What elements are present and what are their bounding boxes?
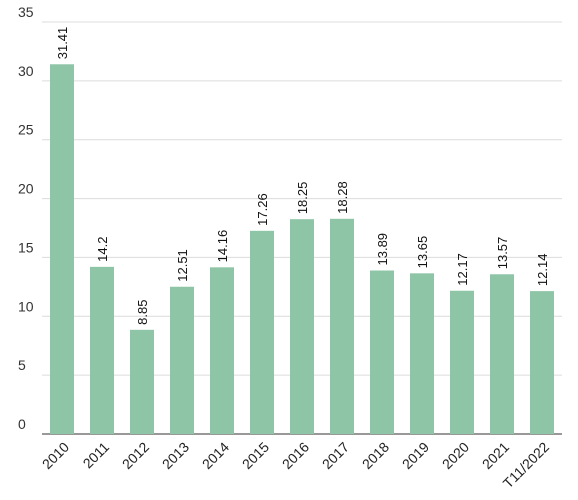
y-tick-label: 10 — [18, 298, 34, 314]
data-label: 31.41 — [55, 27, 70, 60]
y-tick-label: 25 — [18, 122, 34, 138]
data-label: 12.14 — [535, 254, 550, 287]
x-tick-label: 2016 — [279, 439, 312, 472]
bar — [330, 218, 354, 434]
y-tick-label: 20 — [18, 181, 34, 197]
y-axis: 0 5 10 15 20 25 30 35 — [18, 4, 34, 432]
data-label: 13.89 — [375, 233, 390, 266]
data-label: 12.51 — [175, 249, 190, 282]
data-label: 8.85 — [135, 300, 150, 325]
bar — [50, 64, 74, 434]
x-tick-label: 2013 — [159, 439, 192, 472]
data-label: 14.2 — [95, 237, 110, 262]
bar — [410, 273, 434, 434]
bar — [210, 267, 234, 434]
bar — [90, 266, 114, 434]
x-tick-label: 2015 — [239, 439, 272, 472]
bar — [490, 274, 514, 434]
data-label: 13.57 — [495, 237, 510, 270]
y-tick-label: 5 — [18, 357, 26, 373]
y-tick-label: 35 — [18, 4, 34, 20]
data-label: 18.25 — [295, 182, 310, 215]
y-tick-label: 15 — [18, 239, 34, 255]
bar — [370, 270, 394, 434]
data-label: 18.28 — [335, 181, 350, 214]
data-label: 13.65 — [415, 236, 430, 269]
x-tick-label: 2014 — [199, 439, 232, 472]
x-tick-label: 2019 — [399, 439, 432, 472]
x-tick-label: 2020 — [439, 439, 472, 472]
data-label: 14.16 — [215, 230, 230, 263]
x-tick-label: 2021 — [479, 439, 512, 472]
data-labels: 31.41 14.2 8.85 12.51 14.16 17.26 18.25 18.28 13… — [55, 27, 550, 325]
y-tick-label: 30 — [18, 63, 34, 79]
x-tick-label: 2017 — [319, 439, 352, 472]
x-tick-label: 2012 — [119, 439, 152, 472]
bar — [250, 230, 274, 434]
data-label: 12.17 — [455, 253, 470, 286]
x-tick-label: 2011 — [80, 439, 113, 472]
bar — [170, 286, 194, 434]
bar — [530, 291, 554, 434]
bars — [50, 64, 554, 434]
bar — [290, 219, 314, 434]
bar — [450, 290, 474, 434]
bar — [130, 329, 154, 434]
x-axis: 2010 2011 2012 2013 2014 2015 2016 2017 2018 2019… — [39, 439, 552, 492]
x-tick-label: 2010 — [39, 439, 72, 472]
y-tick-label: 0 — [18, 416, 26, 432]
x-tick-label: 2018 — [359, 439, 392, 472]
data-label: 17.26 — [255, 193, 270, 226]
